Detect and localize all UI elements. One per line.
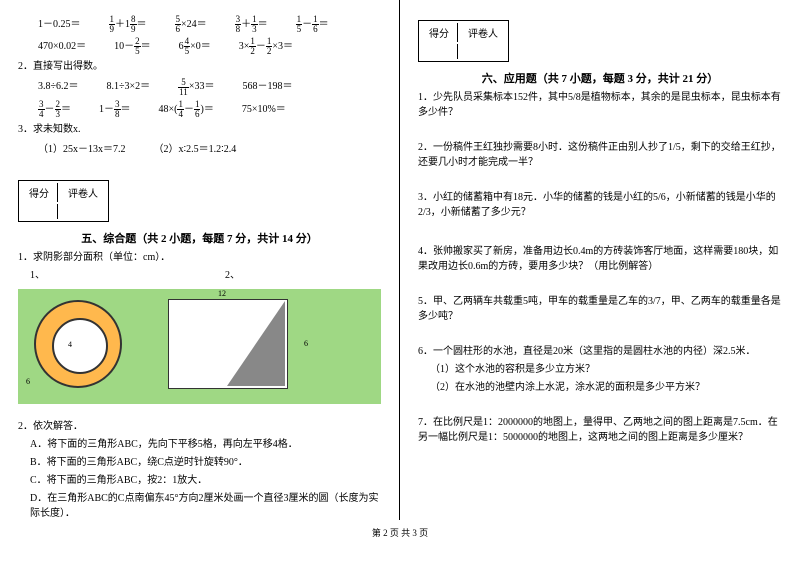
q3-part1: （1）25x－13x＝7.2 — [38, 140, 126, 155]
score-box: 得分评卷人 — [418, 20, 509, 62]
expr: 75×10%＝ — [242, 100, 286, 119]
expr: 38＋13＝ — [235, 15, 268, 34]
figures-container: 4 6 12 6 — [18, 289, 381, 404]
expr: 1－0.25＝ — [38, 15, 81, 34]
fig-label-1: 1、 — [30, 270, 45, 281]
problem-6-6b: （2）在水池的池壁内涂上水泥，涂水泥的面积是多少平方米？ — [430, 380, 782, 395]
question-3: 3．求未知数x. — [18, 122, 381, 137]
p52-a: A．将下面的三角形ABC，先向下平移5格，再向左平移4格． — [30, 437, 381, 452]
expr: 511×33＝ — [178, 77, 214, 96]
expr: 3×12－12×3＝ — [239, 37, 293, 56]
problem-6-4: 4．张帅搬家买了新房，准备用边长0.4m的方砖装饰客厅地面，这样需要180块，如… — [418, 244, 782, 274]
expr: 56×24＝ — [175, 15, 207, 34]
problem-6-6: 6．一个圆柱形的水池，直径是20米（这里指的是圆柱水池的内径）深2.5米． — [418, 344, 782, 359]
ring-figure: 4 — [34, 300, 122, 388]
expr: 10－25＝ — [114, 37, 151, 56]
problem-6-6a: （1）这个水池的容积是多少立方米？ — [430, 362, 782, 377]
question-2: 2．直接写出得数。 — [18, 59, 381, 74]
problem-6-2: 2．一份稿件王红独抄需要8小时．这份稿件正由别人抄了1/5，剩下的交给王红抄，还… — [418, 140, 782, 170]
expr: 8.1÷3×2＝ — [107, 77, 151, 96]
expr: 568－198＝ — [242, 77, 292, 96]
p52-d: D．在三角形ABC的C点南偏东45°方向2厘米处画一个直径3厘米的圆（长度为实际… — [30, 491, 381, 521]
problem-5-2: 2．依次解答． — [18, 419, 381, 434]
problem-6-5: 5．甲、乙两辆车共载重5吨，甲车的载重量是乙车的3/7，甲、乙两车的载重量各是多… — [418, 294, 782, 324]
q3-part2: （2）x∶2.5＝1.2∶2.4 — [154, 140, 237, 155]
page-footer: 第 2 页 共 3 页 — [0, 520, 800, 545]
problem-6-3: 3．小红的储蓄箱中有18元．小华的储蓄的钱是小红的5/6，小新储蓄的钱是小华的2… — [418, 190, 782, 220]
expr: 3.8÷6.2＝ — [38, 77, 79, 96]
triangle-figure — [168, 299, 288, 389]
problem-6-7: 7．在比例尺是1：2000000的地图上，量得甲、乙两地之间的图上距离是7.5c… — [418, 415, 782, 445]
section-5-title: 五、综合题（共 2 小题，每题 7 分，共计 14 分） — [18, 230, 381, 246]
expr: 645×0＝ — [179, 37, 211, 56]
problem-5-1: 1．求阴影部分面积（单位：cm）． — [18, 250, 381, 265]
expr: 470×0.02＝ — [38, 37, 86, 56]
problem-6-1: 1．少先队员采集标本152件，其中5/8是植物标本，其余的是昆虫标本，昆虫标本有… — [418, 90, 782, 120]
score-box: 得分评卷人 — [18, 180, 109, 222]
expr: 19＋189＝ — [109, 15, 147, 34]
expr: 48×(14－16)＝ — [159, 100, 214, 119]
expr: 34－23＝ — [38, 100, 71, 119]
expr: 15－16＝ — [296, 15, 329, 34]
p52-b: B．将下面的三角形ABC，绕C点逆时针旋转90°． — [30, 455, 381, 470]
expr: 1－38＝ — [99, 100, 131, 119]
fig-label-2: 2、 — [225, 270, 240, 281]
section-6-title: 六、应用题（共 7 小题，每题 3 分，共计 21 分） — [418, 70, 782, 86]
p52-c: C．将下面的三角形ABC，按2：1放大． — [30, 473, 381, 488]
